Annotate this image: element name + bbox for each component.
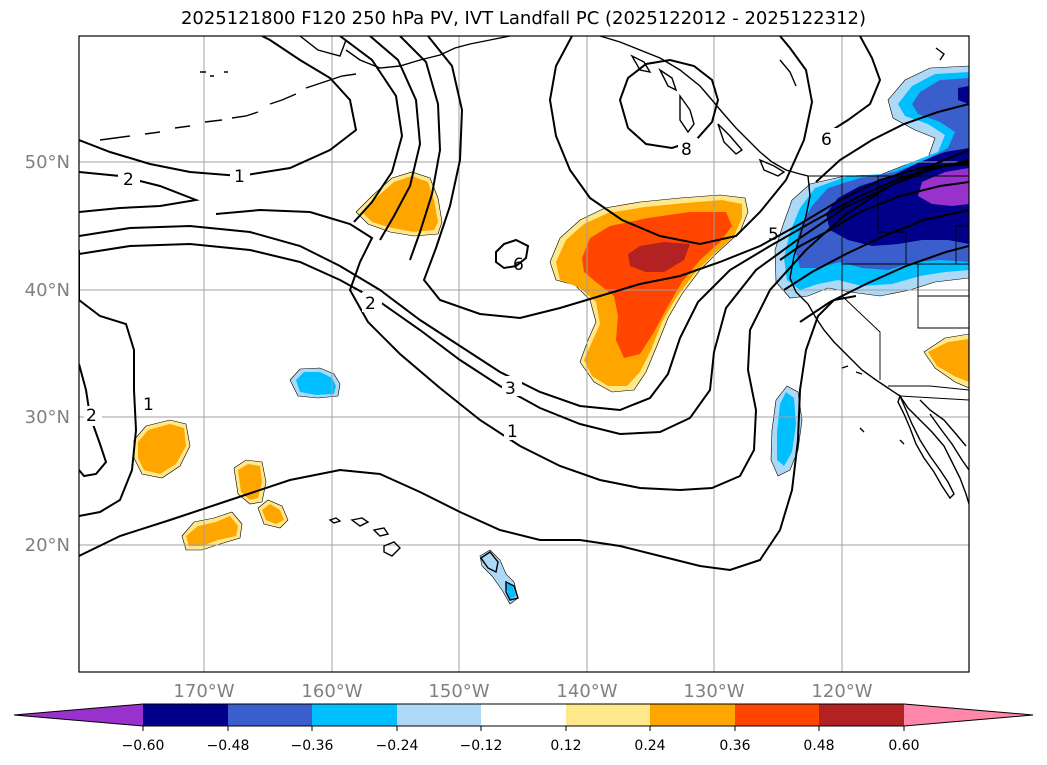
pv-contour-jet-a (339, 36, 404, 223)
canada-bay (779, 47, 945, 87)
pv-contour-2b (79, 159, 969, 436)
pv-label-1-west-low: 1 (143, 395, 154, 415)
colorbar-segment-3 (312, 704, 397, 726)
lon-label-160w: 160°W (301, 681, 362, 702)
pv-label-1-mid: 1 (507, 422, 518, 442)
pv-contour-8 (618, 58, 720, 150)
map-title: 2025121800 F120 250 hPa PV, IVT Landfall… (180, 8, 867, 29)
pv-contour-1 (79, 36, 358, 178)
pv-contour-east-b (783, 209, 969, 291)
neg-shade-cyan-160w (296, 372, 336, 395)
lat-label-40n: 40°N (25, 280, 70, 301)
colorbar-tick-label: −0.24 (376, 738, 419, 754)
colorbar-segment-4 (397, 704, 481, 726)
colorbar-segment-6 (566, 704, 650, 726)
colorbar-extend-high (904, 704, 1033, 726)
pos-shade-orange-170w (186, 516, 238, 546)
pv-label-3-mid: 3 (505, 379, 516, 399)
colorbar-segment-7 (650, 704, 735, 726)
colorbar-segment-9 (819, 704, 904, 726)
gulf-california (919, 399, 967, 447)
neg-shade-navy-nw (826, 86, 969, 246)
pv-contour-small (495, 238, 530, 270)
pv-label-2-west: 2 (123, 170, 134, 190)
lat-label-30n: 30°N (25, 407, 70, 428)
neg-shade-cyan-streak (777, 392, 796, 466)
bc-coast (599, 36, 809, 177)
pos-shade-orange-165w-b (262, 504, 284, 524)
pv-contour-jet-b (369, 36, 422, 241)
colorbar-tick-label: 0.12 (550, 738, 581, 754)
pv-contour-west-2 (79, 363, 108, 478)
pv-contour-loop (548, 36, 814, 246)
pos-shade-orange-175w (138, 424, 186, 474)
colorbar-tick-label: 0.60 (888, 738, 919, 754)
colorbar-tick-label: −0.12 (460, 738, 503, 754)
plot-border (78, 35, 970, 673)
lon-label-140w: 140°W (556, 681, 617, 702)
lon-label-170w: 170°W (173, 681, 234, 702)
ivt-positive-shading (133, 171, 969, 551)
colorbar-segment-2 (228, 704, 312, 726)
us-west-coast (789, 175, 969, 505)
lat-label-50n: 50°N (25, 152, 70, 173)
lat-label-20n: 20°N (25, 535, 70, 556)
pos-shade-darkred-central (628, 242, 690, 272)
pv-contour-jet-d (422, 36, 969, 320)
pv-contour-west-1 (79, 299, 138, 517)
longitude-labels: 170°W 160°W 150°W 140°W 130°W 120°W (173, 681, 872, 702)
pv-contour-6 (825, 36, 882, 135)
pv-contour-east-c (799, 245, 969, 323)
colorbar-extend-low (14, 704, 143, 726)
pv-label-6-east: 6 (821, 130, 832, 150)
hawaii-islands (328, 517, 519, 601)
colorbar-segment-8 (735, 704, 819, 726)
coastlines (99, 36, 969, 601)
pv-contour-jet-c (399, 36, 442, 261)
colorbar: −0.60 −0.48 −0.36 −0.24 −0.12 0.12 0.24 … (13, 703, 1034, 754)
pv-label-1-west: 1 (234, 167, 245, 187)
colorbar-tick-label: −0.36 (291, 738, 334, 754)
lon-label-130w: 130°W (683, 681, 744, 702)
baja-coast (897, 394, 969, 500)
colorbar-tick-label: −0.60 (122, 738, 165, 754)
colorbar-segment-1 (143, 704, 228, 726)
pv-label-5-east: 5 (768, 225, 779, 245)
pv-label-2-mid: 2 (365, 294, 376, 314)
neg-shade-purple-nw (918, 168, 969, 206)
aleutian-chain (99, 73, 357, 141)
colorbar-segment-5 (481, 704, 566, 726)
pos-shade-orange-az (928, 339, 969, 382)
colorbar-tick-label: 0.24 (634, 738, 665, 754)
pv-contours (79, 36, 969, 572)
ivt-negative-shading (289, 65, 969, 605)
lon-label-120w: 120°W (811, 681, 872, 702)
bc-islands (630, 54, 786, 177)
aleutian-dots (200, 71, 228, 77)
colorbar-ticks (142, 726, 905, 731)
pv-contour-south (79, 250, 857, 572)
colorbar-tick-label: 0.48 (803, 738, 834, 754)
pv-label-2-west-low: 2 (86, 406, 97, 426)
pv-contour-1b (215, 149, 969, 492)
pv-contour-east-d (815, 103, 969, 183)
channel-islands (841, 365, 905, 445)
pv-label-6-small: 6 (513, 255, 524, 275)
pv-label-8: 8 (681, 140, 692, 160)
pos-shade-red-central (582, 212, 732, 358)
lon-label-150w: 150°W (428, 681, 489, 702)
colorbar-tick-label: −0.48 (207, 738, 250, 754)
neg-shade-cyan-hawaii (505, 584, 516, 600)
map-content: 2 1 2 3 1 8 6 6 5 1 2 (79, 36, 969, 672)
pv-contour-3 (79, 161, 969, 412)
pv-contour-east-a (779, 181, 969, 261)
colorbar-tick-label: 0.36 (719, 738, 750, 754)
alaska-coast (299, 36, 511, 69)
latitude-labels: 50°N 40°N 30°N 20°N (25, 152, 70, 556)
pv-contour-labels: 2 1 2 3 1 8 6 6 5 1 2 (84, 128, 838, 442)
mexico-border (888, 385, 969, 391)
